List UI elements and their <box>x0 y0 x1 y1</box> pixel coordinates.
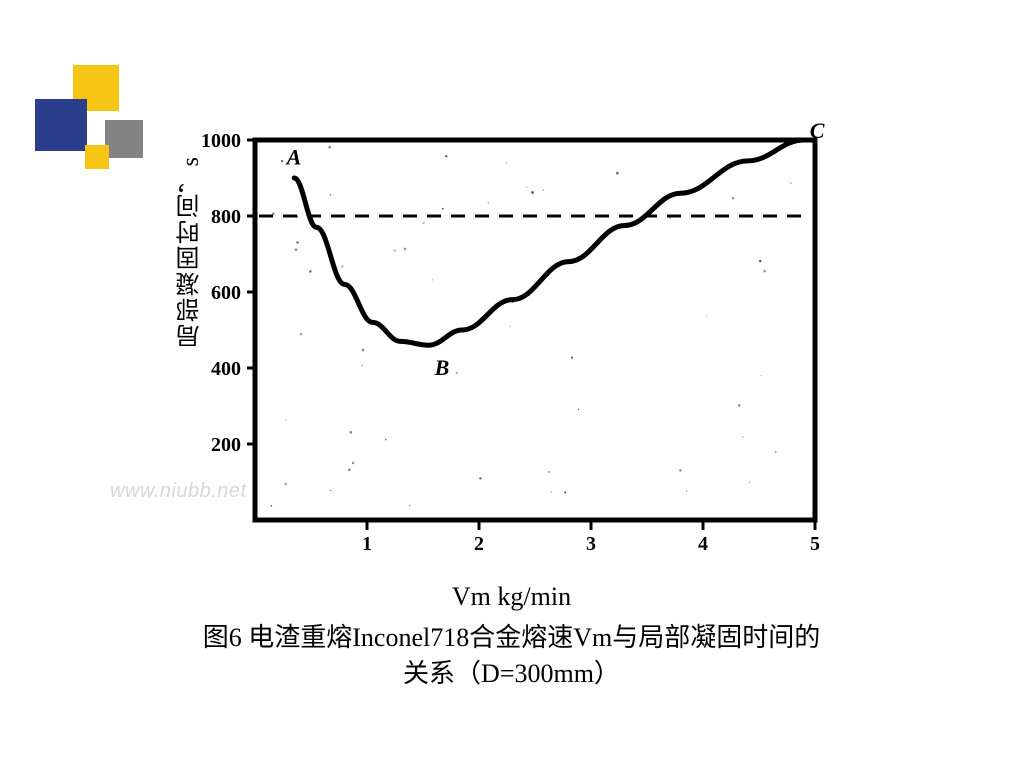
svg-text:B: B <box>434 355 450 380</box>
slide-logo <box>35 65 165 180</box>
svg-text:C: C <box>810 120 825 143</box>
svg-text:400: 400 <box>211 358 241 380</box>
logo-square <box>35 99 87 151</box>
svg-text:4: 4 <box>698 533 708 555</box>
svg-text:200: 200 <box>211 434 241 456</box>
svg-text:1: 1 <box>362 533 372 555</box>
figure-caption: 图6 电渣重熔Inconel718合金熔速Vm与局部凝固时间的 关系（D=300… <box>0 620 1023 693</box>
slide: 200 400 600 800 1000 1 2 3 4 5 A B C 局部凝固时间，s Vm kg/… <box>0 0 1023 768</box>
chart-svg: 200 400 600 800 1000 1 2 3 4 5 A B C <box>160 120 860 570</box>
chart-container: 200 400 600 800 1000 1 2 3 4 5 A B C <box>160 120 860 570</box>
logo-square <box>105 120 143 158</box>
watermark-text: www.niubb.net <box>110 480 247 503</box>
svg-text:600: 600 <box>211 282 241 304</box>
svg-text:2: 2 <box>474 533 484 555</box>
svg-text:A: A <box>285 144 302 169</box>
caption-line-1: 图6 电渣重熔Inconel718合金熔速Vm与局部凝固时间的 <box>203 623 820 652</box>
svg-text:5: 5 <box>810 533 820 555</box>
svg-text:800: 800 <box>211 206 241 228</box>
svg-text:3: 3 <box>586 533 596 555</box>
logo-square <box>85 145 109 169</box>
x-axis-label: Vm kg/min <box>0 582 1023 612</box>
svg-text:1000: 1000 <box>201 130 241 152</box>
y-axis-label: 局部凝固时间，s <box>178 155 204 348</box>
caption-line-2: 关系（D=300mm） <box>403 659 620 688</box>
